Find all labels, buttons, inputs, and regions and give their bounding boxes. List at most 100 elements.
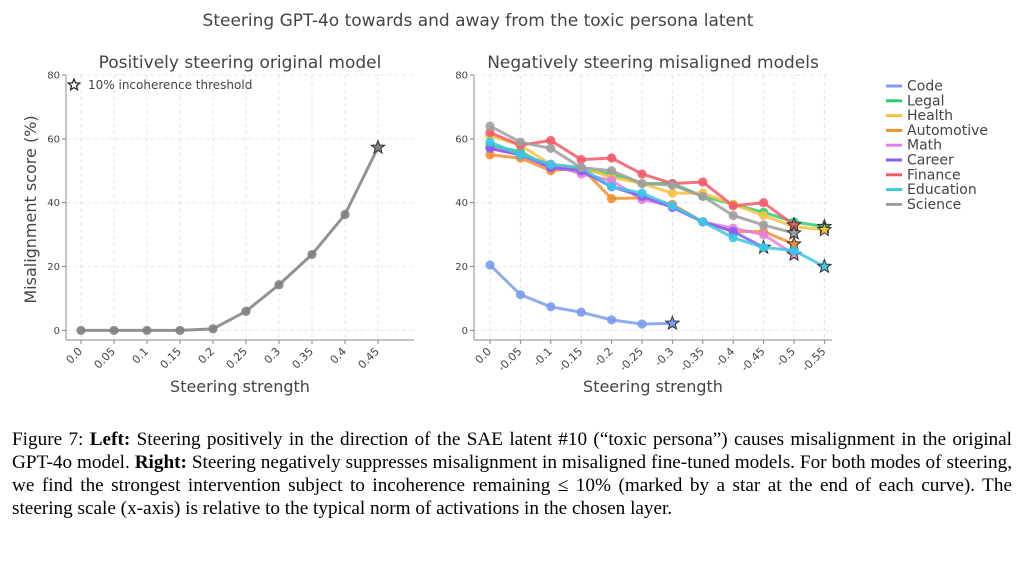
caption-figure-label: Figure 7: xyxy=(12,429,84,450)
data-point xyxy=(607,153,617,163)
figure-caption: Figure 7: Left: Steering positively in t… xyxy=(12,428,1012,520)
data-point xyxy=(307,249,317,260)
legend-label: Legal xyxy=(907,93,945,109)
data-point xyxy=(698,177,708,187)
x-tick-label: 0.25 xyxy=(224,345,251,372)
panel-title: Positively steering original model xyxy=(99,53,382,73)
y-tick-label: 20 xyxy=(47,262,60,273)
y-tick-label: 40 xyxy=(47,198,60,209)
series-line xyxy=(489,146,765,249)
data-point xyxy=(759,210,769,221)
x-tick-label: -0.45 xyxy=(738,345,767,374)
data-point xyxy=(637,169,647,179)
data-point xyxy=(759,198,769,208)
legend-label: Health xyxy=(907,108,953,124)
legend-label: Math xyxy=(907,138,942,154)
data-point xyxy=(759,230,769,240)
caption-right-text: Steering negatively suppresses misalignm… xyxy=(12,452,1013,519)
x-tick-label: -0.4 xyxy=(713,345,737,369)
x-tick-label: 0.35 xyxy=(290,345,317,372)
data-point xyxy=(485,121,495,131)
data-point xyxy=(607,166,617,176)
data-point xyxy=(728,201,738,211)
series xyxy=(76,139,386,336)
x-tick-label: 0.2 xyxy=(196,345,218,367)
y-tick-label: 0 xyxy=(462,326,468,337)
legend-label: Science xyxy=(907,197,961,213)
series-line xyxy=(489,140,826,268)
x-tick-label: 0.0 xyxy=(64,345,86,367)
figure-suptitle: Steering GPT-4o towards and away from th… xyxy=(203,11,754,31)
data-point xyxy=(175,325,185,336)
x-tick-label: 0.4 xyxy=(328,345,350,367)
x-tick-label: -0.35 xyxy=(678,345,707,374)
series xyxy=(485,260,681,331)
panel-title: Negatively steering misaligned models xyxy=(487,53,819,73)
legend-label: Career xyxy=(907,153,954,169)
data-point xyxy=(728,226,738,237)
x-tick-label: -0.1 xyxy=(531,345,555,369)
data-point xyxy=(274,280,284,290)
caption-left-text: Steering positively in the direction of … xyxy=(12,429,1013,473)
legend-label: Education xyxy=(907,182,977,198)
data-point xyxy=(241,306,251,316)
figure: Steering GPT-4o towards and away from th… xyxy=(21,11,988,396)
data-point xyxy=(728,210,738,221)
data-point xyxy=(637,188,647,198)
series-end-star xyxy=(816,258,833,274)
legend-label: Automotive xyxy=(907,123,988,139)
data-point xyxy=(109,325,119,336)
data-point xyxy=(485,127,495,138)
data-point xyxy=(667,180,678,190)
series xyxy=(485,137,833,274)
data-point xyxy=(515,290,526,300)
data-point xyxy=(208,324,218,334)
data-point xyxy=(546,135,556,146)
x-tick-label: -0.15 xyxy=(556,345,585,374)
x-tick-label: -0.2 xyxy=(591,345,615,369)
data-point xyxy=(142,325,152,336)
x-tick-label: 0.05 xyxy=(92,345,119,372)
y-tick-label: 60 xyxy=(47,134,60,145)
data-point xyxy=(340,209,350,220)
x-tick-label: -0.3 xyxy=(652,345,676,369)
series-end-star xyxy=(786,224,802,240)
data-point xyxy=(76,325,86,336)
y-tick-label: 0 xyxy=(54,326,60,337)
x-tick-label: -0.05 xyxy=(495,345,524,374)
x-tick-label: -0.5 xyxy=(774,345,798,369)
data-point xyxy=(485,143,495,154)
legend: CodeLegalHealthAutomotiveMathCareerFinan… xyxy=(886,79,988,213)
legend-label: Code xyxy=(907,79,943,95)
data-point xyxy=(698,217,708,227)
data-point xyxy=(667,188,678,198)
y-axis-label: Misalignment score (%) xyxy=(21,115,40,303)
data-point xyxy=(637,178,647,189)
caption-right-label: Right: xyxy=(134,452,187,473)
data-point xyxy=(607,175,617,185)
caption-left-label: Left: xyxy=(89,429,131,450)
data-point xyxy=(546,159,556,169)
y-tick-label: 20 xyxy=(455,262,468,273)
x-tick-label: 0.15 xyxy=(158,345,185,372)
x-tick-label: -0.25 xyxy=(617,345,646,374)
data-point xyxy=(759,220,769,230)
x-tick-label: -0.55 xyxy=(799,345,828,374)
series-line xyxy=(81,146,380,332)
series-line xyxy=(489,134,825,232)
data-point xyxy=(546,302,556,312)
y-tick-label: 60 xyxy=(455,134,468,145)
data-point xyxy=(546,143,556,154)
data-point xyxy=(759,242,769,253)
data-point xyxy=(485,137,495,147)
data-point xyxy=(515,137,526,147)
data-point xyxy=(607,193,617,204)
data-point xyxy=(789,246,799,256)
y-tick-label: 80 xyxy=(455,71,468,82)
x-tick-label: 0.0 xyxy=(473,345,495,367)
left-panel: 0 20 40 60 80 0.0 0.05 0.1 0.15 0.2 0.25 0.3 0.35 0.4… xyxy=(21,53,414,396)
x-tick-label: 0.45 xyxy=(356,345,383,372)
data-point xyxy=(485,150,495,160)
x-tick-label: 0.1 xyxy=(130,345,152,367)
